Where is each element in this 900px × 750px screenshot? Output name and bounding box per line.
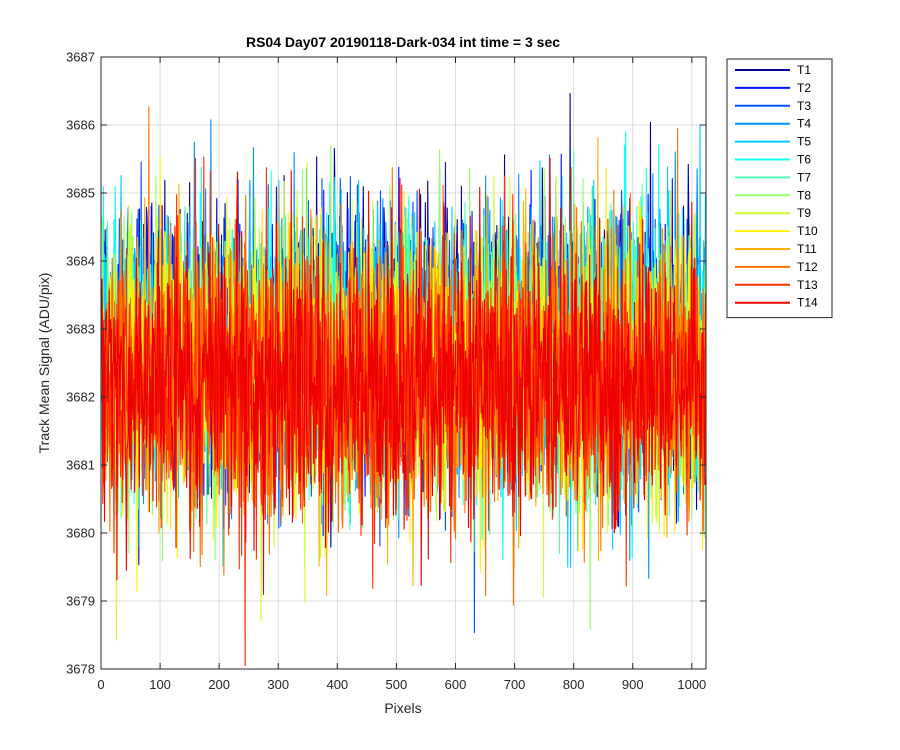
y-tick-label: 3678 <box>66 662 95 677</box>
data-series <box>101 93 707 667</box>
y-tick-label: 3681 <box>66 458 95 473</box>
legend-box <box>726 58 833 319</box>
axes-box <box>100 56 707 670</box>
legend-label-T4: T4 <box>797 117 811 131</box>
legend-label-T11: T11 <box>797 242 817 256</box>
x-tick-label: 200 <box>208 677 230 692</box>
y-tick-label: 3684 <box>66 254 95 269</box>
x-tick-label: 300 <box>267 677 289 692</box>
legend-label-T1: T1 <box>797 63 811 77</box>
x-tick-label: 500 <box>386 677 408 692</box>
axes: 0 100 200 300 400 500 600 700 800 900 1000 3678 3679… <box>66 50 707 692</box>
y-tick-label: 3683 <box>66 322 95 337</box>
legend-label-T2: T2 <box>797 81 811 95</box>
chart-title: RS04 Day07 20190118-Dark-034 int time = … <box>246 34 560 50</box>
y-tick-label: 3687 <box>66 50 95 65</box>
legend-label-T6: T6 <box>797 153 811 167</box>
legend-label-T5: T5 <box>797 135 811 149</box>
x-tick-label: 0 <box>97 677 104 692</box>
legend-label-T3: T3 <box>797 99 811 113</box>
series-line-T14 <box>101 157 707 596</box>
x-tick-label: 700 <box>504 677 526 692</box>
x-tick-label: 400 <box>326 677 348 692</box>
x-tick-label: 800 <box>563 677 585 692</box>
y-axis-label: Track Mean Signal (ADU/pix) <box>36 273 52 454</box>
legend-label-T7: T7 <box>797 170 811 184</box>
x-axis-label: Pixels <box>384 700 421 716</box>
legend-label-T8: T8 <box>797 188 811 202</box>
legend-label-T14: T14 <box>797 296 818 310</box>
legend-label-T10: T10 <box>797 224 818 238</box>
legend-label-T12: T12 <box>797 260 818 274</box>
y-tick-label: 3679 <box>66 594 95 609</box>
y-tick-label: 3682 <box>66 390 95 405</box>
x-tick-label: 1000 <box>677 677 706 692</box>
y-tick-label: 3686 <box>66 118 95 133</box>
legend-label-T13: T13 <box>797 278 818 292</box>
x-tick-label: 900 <box>622 677 644 692</box>
legend-label-T9: T9 <box>797 206 811 220</box>
y-tick-label: 3680 <box>66 526 95 541</box>
y-tick-label: 3685 <box>66 186 95 201</box>
legend: T1 T2 T3 T4 T5 T6 T7 T8 T9 T10 T11 T12 T13 T14 <box>726 58 833 319</box>
x-tick-label: 100 <box>149 677 171 692</box>
x-tick-label: 600 <box>445 677 467 692</box>
